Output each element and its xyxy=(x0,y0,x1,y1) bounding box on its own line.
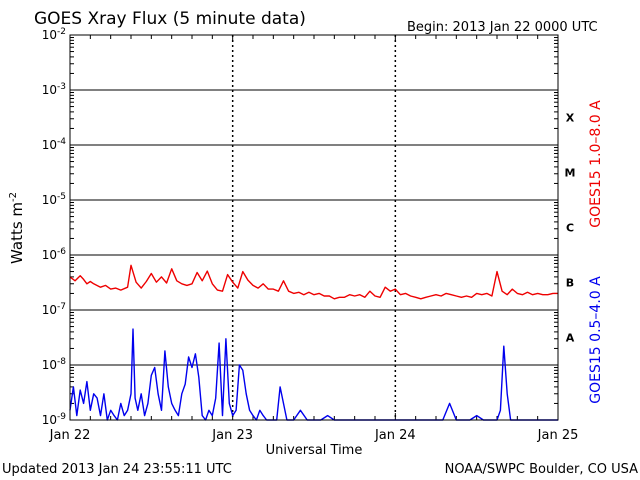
x-tick-label: Jan 25 xyxy=(537,428,579,443)
y-tick-label: 10-9 xyxy=(42,412,67,427)
y-tick-label: 10-8 xyxy=(42,357,67,372)
y-tick-label: 10-3 xyxy=(42,82,66,97)
x-tick-label: Jan 22 xyxy=(49,428,91,443)
series-layer xyxy=(69,264,558,421)
credit-label: NOAA/SWPC Boulder, CO USA xyxy=(445,462,638,477)
y-tick-label: 10-7 xyxy=(42,302,66,317)
flare-class-labels: A B C M X xyxy=(565,112,576,345)
flare-class-label: X xyxy=(566,112,575,125)
begin-label: Begin: 2013 Jan 22 0000 UTC xyxy=(407,20,598,35)
y-tick-label: 10-5 xyxy=(42,192,66,207)
series-short-line xyxy=(69,328,558,421)
plot-frame xyxy=(69,34,559,421)
legend-short-channel: GOES15 0.5–4.0 A xyxy=(588,276,604,404)
flare-class-label: C xyxy=(566,222,574,235)
y-tick-label: 10-2 xyxy=(42,27,66,42)
x-axis-label: Universal Time xyxy=(266,443,363,458)
y-tick-label: 10-6 xyxy=(42,247,67,262)
grid-lines xyxy=(69,35,559,420)
chart-title: GOES Xray Flux (5 minute data) xyxy=(34,9,306,29)
flare-class-label: B xyxy=(566,277,574,290)
legend-long-channel: GOES15 1.0–8.0 A xyxy=(588,100,604,228)
y-tick-label: 10-4 xyxy=(42,137,67,152)
updated-label: Updated 2013 Jan 24 23:55:11 UTC xyxy=(2,462,232,477)
series-long-line xyxy=(69,264,558,300)
x-tick-label: Jan 23 xyxy=(211,428,253,443)
flare-class-label: A xyxy=(566,332,575,345)
x-tick-labels: Jan 22 Jan 23 Jan 24 Jan 25 xyxy=(49,428,579,443)
y-tick-labels: 10-9 10-8 10-7 10-6 10-5 10-4 10-3 10-2 xyxy=(42,27,67,427)
x-tick-label: Jan 24 xyxy=(374,428,416,443)
y-axis-label: Watts m-2 xyxy=(8,192,26,264)
flare-class-label: M xyxy=(565,167,576,180)
